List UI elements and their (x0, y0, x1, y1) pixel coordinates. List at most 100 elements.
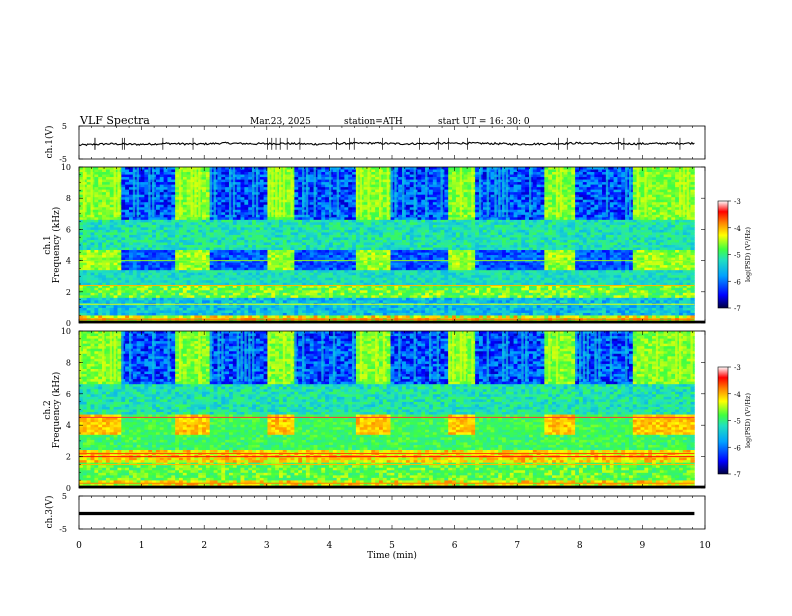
spectrogram-cell (125, 295, 129, 298)
spectrogram-cell (102, 217, 106, 220)
spectrogram-cell (110, 202, 114, 205)
spectrogram-cell (94, 172, 98, 175)
spectrogram-cell (191, 222, 195, 225)
spectrogram-cell (264, 197, 268, 200)
spectrogram-cell (187, 180, 191, 183)
spectrogram-cell (125, 237, 129, 240)
spectrogram-cell (171, 177, 175, 180)
spectrogram-cell (144, 273, 148, 276)
spectrogram-cell (256, 235, 260, 238)
spectrogram-cell (79, 270, 83, 273)
spectrogram-cell (248, 308, 252, 311)
spectrogram-cell (237, 313, 241, 316)
spectrogram-cell (167, 230, 171, 233)
spectrogram-cell (156, 220, 160, 223)
spectrogram-cell (164, 222, 168, 225)
spectrogram-cell (164, 273, 168, 276)
spectrogram-cell (129, 205, 133, 208)
spectrogram-cell (260, 232, 264, 235)
figure-title: VLF Spectra (79, 114, 150, 127)
spectrogram-cell (79, 305, 83, 308)
spectrogram-cell (129, 290, 133, 293)
spectrogram-cell (114, 313, 118, 316)
spectrogram-cell (83, 225, 87, 228)
spectrogram-cell (248, 268, 252, 271)
spectrogram-cell (171, 305, 175, 308)
spectrogram-cell (160, 235, 164, 238)
spectrogram-cell (214, 232, 218, 235)
spectrogram-cell (260, 207, 264, 210)
spectrogram-cell (252, 250, 256, 253)
spectrogram-cell (202, 310, 206, 313)
spectrogram-cell (87, 280, 91, 283)
spectrogram-cell (98, 263, 102, 266)
spectrogram-cell (264, 187, 268, 190)
spectrogram-cell (102, 235, 106, 238)
spectrogram-cell (133, 217, 137, 220)
spectrogram-cell (110, 305, 114, 308)
spectrogram-cell (121, 268, 125, 271)
spectrogram-cell (206, 177, 210, 180)
spectrogram-cell (175, 167, 179, 170)
spectrogram-cell (94, 207, 98, 210)
spectrogram-cell (283, 278, 287, 281)
spectrogram-cell (125, 195, 129, 198)
spectrogram-cell (241, 273, 245, 276)
spectrogram-cell (121, 220, 125, 223)
spectrogram-cell (248, 172, 252, 175)
spectrogram-cell (171, 245, 175, 248)
spectrogram-cell (87, 177, 91, 180)
spectrogram-cell (256, 295, 260, 298)
spectrogram-cell (94, 235, 98, 238)
spectrogram-cell (87, 248, 91, 251)
spectrogram-cell (79, 202, 83, 205)
spectrogram-cell (217, 172, 221, 175)
spectrogram-cell (179, 268, 183, 271)
spectrogram-cell (152, 278, 156, 281)
spectrogram-cell (221, 185, 225, 188)
spectrogram-cell (229, 268, 233, 271)
spectrogram-cell (91, 305, 95, 308)
spectrogram-cell (148, 280, 152, 283)
spectrogram-cell (267, 263, 271, 266)
spectrogram-cell (129, 237, 133, 240)
spectrogram-cell (194, 248, 198, 251)
spectrogram-cell (117, 258, 121, 261)
spectrogram-cell (91, 220, 95, 223)
spectrogram-cell (214, 293, 218, 296)
spectrogram-cell (125, 227, 129, 230)
spectrogram-cell (183, 200, 187, 203)
spectrogram-cell (279, 295, 283, 298)
spectrogram-cell (87, 300, 91, 303)
spectrogram-cell (144, 172, 148, 175)
spectrogram-cell (152, 217, 156, 220)
spectrogram-cell (164, 278, 168, 281)
spectrogram-cell (98, 215, 102, 218)
spectrogram-cell (167, 315, 171, 318)
spectrogram-cell (233, 230, 237, 233)
spectrogram-cell (202, 270, 206, 273)
spectrogram-cell (110, 205, 114, 208)
spectrogram-cell (287, 275, 291, 278)
spectrogram-cell (191, 313, 195, 316)
spectrogram-cell (214, 253, 218, 256)
spectrogram-cell (179, 217, 183, 220)
spectrogram-cell (129, 215, 133, 218)
spectrogram-cell (214, 268, 218, 271)
spectrogram-cell (98, 217, 102, 220)
spectrogram-cell (160, 167, 164, 170)
spectrogram-cell (114, 242, 118, 245)
spectrogram-cell (156, 295, 160, 298)
spectrogram-cell (237, 190, 241, 193)
spectrogram-cell (264, 253, 268, 256)
spectrogram-cell (252, 248, 256, 251)
spectrogram-cell (244, 187, 248, 190)
spectrogram-cell (175, 275, 179, 278)
spectrogram-cell (244, 288, 248, 291)
spectrogram-cell (264, 220, 268, 223)
spectrogram-cell (152, 310, 156, 313)
spectrogram-cell (279, 240, 283, 243)
spectrogram-cell (221, 212, 225, 215)
spectrogram-cell (98, 315, 102, 318)
spectrogram-cell (106, 290, 110, 293)
